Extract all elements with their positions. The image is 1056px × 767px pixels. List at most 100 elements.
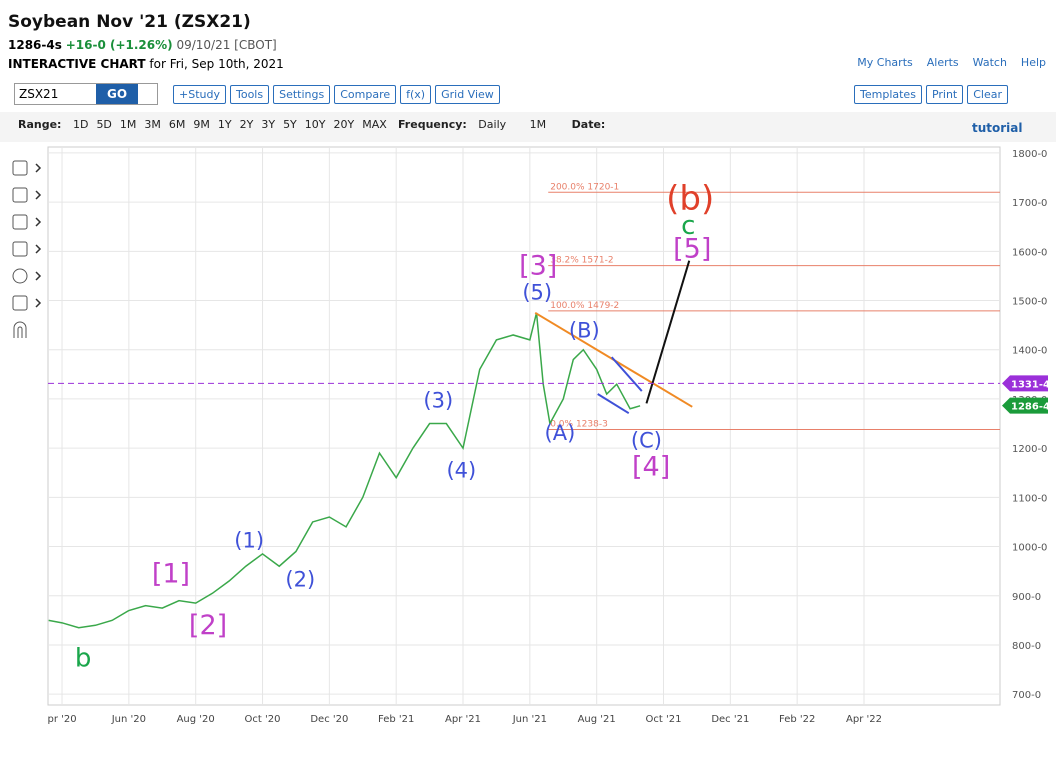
wave-label: [2]: [189, 610, 227, 641]
symbol-box: ZSX21 GO: [14, 83, 158, 105]
trend-line: [610, 356, 643, 392]
wave-label: (4): [446, 459, 476, 483]
tool-chevron: [35, 217, 42, 227]
tool-button[interactable]: Compare: [334, 85, 397, 104]
change: +16-0 (+1.26%): [65, 38, 173, 52]
x-tick-label: Oct '21: [646, 714, 682, 725]
tool-icon: [12, 160, 28, 176]
go-button[interactable]: GO: [96, 84, 138, 104]
symbol-input[interactable]: ZSX21: [19, 87, 59, 101]
tool-buttons: +Study Tools Settings Compare f(x) Grid View: [173, 83, 504, 104]
magnet-icon: [13, 321, 27, 338]
tool-chevron: [35, 298, 42, 308]
tool-icon: [12, 187, 28, 203]
x-tick-label: Feb '22: [779, 714, 815, 725]
wave-label: [1]: [152, 559, 190, 590]
trend-line: [597, 393, 630, 415]
top-link[interactable]: My Charts: [857, 56, 913, 69]
fib-label: 200.0% 1720-1: [550, 182, 619, 192]
top-link[interactable]: Alerts: [926, 56, 959, 69]
price-tag: [1002, 397, 1048, 414]
range-option[interactable]: 5Y: [283, 118, 297, 131]
tool-icon: [12, 295, 28, 311]
x-tick-label: Aug '20: [177, 714, 215, 725]
x-tick-label: Dec '21: [711, 714, 749, 725]
tool-icon: [12, 241, 28, 257]
tool-chevron: [35, 163, 42, 173]
wave-label: (3): [423, 388, 453, 412]
price-tag: [1002, 375, 1048, 392]
right-button[interactable]: Clear: [967, 85, 1009, 104]
top-link[interactable]: Watch: [972, 56, 1007, 69]
range-option[interactable]: 6M: [168, 118, 186, 131]
x-tick-label: Dec '20: [310, 714, 348, 725]
wave-label: c: [681, 211, 695, 241]
tool-icon: [12, 268, 28, 284]
y-tick-label: 1100-0: [1012, 493, 1047, 504]
range-option[interactable]: 3M: [144, 118, 161, 131]
fib-label: 38.2% 1571-2: [550, 256, 613, 266]
price-line: [48, 312, 641, 629]
range-bar: [0, 112, 1056, 142]
tutorial[interactable]: tutorial: [972, 121, 1023, 135]
x-tick-label: Aug '21: [578, 714, 616, 725]
range-option[interactable]: 3Y: [261, 118, 276, 131]
range-option[interactable]: 1M: [119, 118, 137, 131]
y-tick-label: 1200-0: [1012, 444, 1047, 455]
quote: 1286-4s +16-0 (+1.26%) 09/10/21 [CBOT]: [8, 38, 277, 52]
tool-chevron: [35, 271, 42, 281]
range-option[interactable]: 1Y: [217, 118, 232, 131]
x-tick-label: Apr '22: [846, 714, 882, 725]
title: Soybean Nov '21 (ZSX21): [8, 12, 251, 32]
range-option[interactable]: 9M: [193, 118, 210, 131]
right-button[interactable]: Templates: [854, 85, 922, 104]
range-option[interactable]: 10Y: [304, 118, 326, 131]
range-option[interactable]: 5D: [96, 118, 112, 131]
y-tick-label: 1700-0: [1012, 198, 1047, 209]
quote-date: 09/10/21 [CBOT]: [176, 38, 277, 52]
y-tick-label: 1000-0: [1012, 543, 1047, 554]
wave-label: [4]: [632, 451, 670, 482]
chart-for: for Fri, Sep 10th, 2021: [149, 57, 284, 71]
frequency-row: Frequency: Daily 1M Date:: [398, 118, 613, 131]
date-label: Date:: [571, 118, 606, 131]
x-tick-label: Oct '20: [245, 714, 281, 725]
x-tick-label: Apr '21: [445, 714, 481, 725]
wave-label: (B): [569, 318, 600, 342]
tool-button[interactable]: f(x): [400, 85, 432, 104]
right-button[interactable]: Print: [925, 85, 964, 104]
range-option[interactable]: MAX: [362, 118, 387, 131]
wave-label: (C): [631, 429, 662, 453]
right-buttons: Templates Print Clear: [854, 83, 1012, 104]
wave-label: (2): [285, 567, 315, 591]
wave-label: (5): [522, 281, 552, 305]
tool-button[interactable]: Grid View: [435, 85, 500, 104]
range-option[interactable]: 2Y: [239, 118, 254, 131]
price-tag-label: 1286-4: [1011, 402, 1050, 413]
tool-button[interactable]: Tools: [229, 85, 270, 104]
top-link[interactable]: Help: [1020, 56, 1046, 69]
interval[interactable]: 1M: [529, 118, 547, 131]
fib-label: 100.0% 1479-2: [550, 301, 619, 311]
price-tag-label: 1331-4: [1011, 379, 1050, 390]
tool-chevron: [35, 244, 42, 254]
range-label: Range:: [18, 118, 62, 131]
range-option[interactable]: 1D: [72, 118, 89, 131]
wave-label: (b): [666, 179, 714, 219]
chart-label: INTERACTIVE CHART: [8, 57, 146, 71]
wave-label: [5]: [673, 233, 711, 264]
wave-label: (A): [545, 421, 576, 445]
y-tick-label: 1600-0: [1012, 247, 1047, 258]
x-tick-label: pr '20: [47, 714, 76, 725]
tool-button[interactable]: Settings: [273, 85, 331, 104]
plot-frame: [47, 146, 1001, 706]
top-links: My Charts Alerts Watch Help: [843, 56, 1046, 69]
x-tick-label: Jun '21: [512, 714, 547, 725]
range-option[interactable]: 20Y: [333, 118, 355, 131]
x-tick-label: Jun '20: [111, 714, 146, 725]
last-price: 1286-4s: [8, 38, 62, 52]
tool-chevron: [35, 190, 42, 200]
frequency[interactable]: Daily: [478, 118, 507, 131]
tool-button[interactable]: +Study: [173, 85, 226, 104]
